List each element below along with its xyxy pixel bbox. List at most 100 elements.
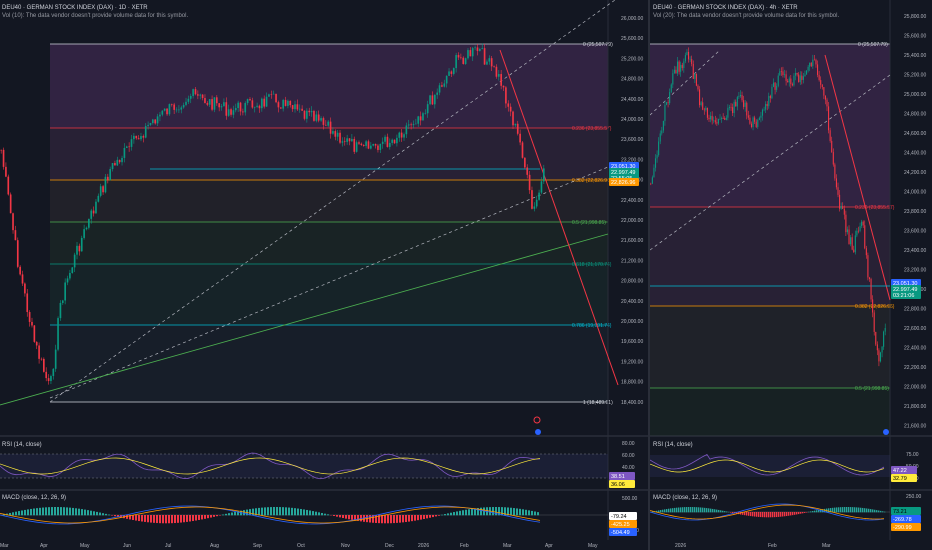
right-chart-canvas[interactable]: 0 (25,507.79) 0.236 (23,855.57) 0.382 (22,…	[650, 0, 932, 550]
macd-histogram-bar	[866, 508, 868, 513]
macd-histogram-bar	[740, 512, 742, 515]
macd-histogram-bar	[672, 508, 674, 513]
macd-histogram-bar	[525, 509, 527, 516]
macd-histogram-bar	[312, 511, 314, 516]
left-candle	[189, 95, 192, 99]
left-candle	[308, 110, 311, 113]
macd-histogram-bar	[708, 508, 710, 513]
macd-histogram-bar	[884, 511, 886, 513]
macd-histogram-bar	[177, 515, 179, 523]
macd-histogram-bar	[676, 507, 678, 513]
time-tick: May	[80, 543, 90, 549]
price-tick: 20,800.00	[621, 279, 643, 285]
macd-histogram-bar	[840, 507, 842, 513]
macd-histogram-bar	[756, 512, 758, 517]
macd-histogram-bar	[694, 507, 696, 513]
left-candle	[410, 124, 412, 126]
macd-histogram-bar	[108, 514, 110, 516]
right-candle	[741, 94, 743, 101]
left-candle	[0, 149, 3, 151]
left-candle	[360, 143, 363, 145]
event-icon	[883, 429, 889, 435]
macd-histogram-bar	[39, 507, 41, 516]
macd-histogram-bar	[796, 512, 798, 515]
right-candle	[738, 96, 740, 98]
dashed-channel-line	[49, 166, 609, 399]
left-candle	[239, 102, 242, 112]
left-candle	[495, 66, 498, 77]
macd-histogram-bar	[273, 507, 275, 516]
macd-histogram-bar	[243, 510, 245, 516]
macd-histogram-bar	[150, 515, 152, 523]
left-candle	[206, 103, 209, 105]
right-candle	[719, 118, 721, 120]
left-candle	[405, 125, 408, 135]
macd-histogram-bar	[519, 508, 521, 516]
macd-histogram-bar	[261, 507, 263, 516]
left-candle	[12, 213, 14, 231]
macd-histogram-bar	[483, 507, 485, 516]
right-candle	[678, 61, 680, 72]
left-candle	[78, 245, 81, 252]
macd-histogram-bar	[309, 510, 311, 516]
macd-histogram-bar	[495, 507, 497, 516]
left-candle	[92, 210, 95, 214]
left-candle	[144, 126, 147, 138]
right-chart-panel[interactable]: 0 (25,507.79) 0.236 (23,855.57) 0.382 (22,…	[650, 0, 932, 550]
left-macd-title: MACD (close, 12, 26, 9)	[2, 495, 67, 501]
left-candle	[213, 97, 216, 110]
left-candle	[443, 83, 446, 87]
panel-divider[interactable]	[648, 0, 650, 550]
left-candle	[54, 349, 57, 369]
right-candle	[763, 109, 765, 111]
left-candle	[398, 132, 401, 138]
macd-badge: -290.99	[893, 525, 912, 531]
macd-histogram-bar	[750, 512, 752, 517]
left-candle	[348, 138, 351, 142]
left-candle	[452, 68, 455, 74]
macd-histogram-bar	[165, 515, 167, 524]
macd-histogram-bar	[856, 507, 858, 513]
right-candle	[793, 75, 795, 86]
macd-histogram-bar	[696, 507, 698, 513]
right-candle	[730, 106, 732, 108]
price-tick: 25,200.00	[904, 73, 926, 79]
macd-histogram-bar	[351, 515, 353, 520]
left-candle	[270, 94, 273, 95]
right-candle	[760, 115, 762, 118]
macd-histogram-bar	[219, 515, 221, 516]
left-chart-panel[interactable]: 0 (25,507.79) 0.236 (23,855.57) 0.382 (22,…	[0, 0, 648, 550]
macd-histogram-bar	[832, 507, 834, 513]
left-candle	[166, 108, 168, 115]
right-candle	[810, 62, 812, 67]
left-candle	[265, 96, 268, 107]
price-tick: 21,800.00	[904, 404, 926, 410]
left-candle	[118, 159, 121, 163]
macd-histogram-bar	[213, 515, 215, 517]
macd-histogram-bar	[408, 515, 410, 522]
left-candle	[225, 102, 228, 116]
left-candle	[488, 58, 491, 62]
left-candle	[277, 102, 280, 108]
right-candle	[820, 80, 822, 85]
macd-signal-line	[0, 506, 541, 524]
macd-histogram-bar	[297, 508, 299, 516]
fib-zone	[50, 44, 608, 128]
right-candle	[851, 237, 853, 250]
right-rsi-title: RSI (14, close)	[653, 442, 693, 448]
left-candle	[334, 131, 337, 137]
macd-histogram-bar	[258, 507, 260, 516]
right-candle	[872, 299, 874, 313]
fib-zone	[50, 222, 608, 264]
left-candle	[526, 167, 529, 175]
left-candle	[481, 48, 484, 49]
left-candle	[336, 132, 339, 137]
right-candle	[853, 249, 855, 253]
right-candle	[876, 344, 878, 351]
macd-histogram-bar	[842, 507, 844, 513]
right-candle	[661, 130, 663, 134]
green-trendline	[0, 233, 609, 406]
left-candle	[384, 136, 386, 142]
left-chart-canvas[interactable]: 0 (25,507.79) 0.236 (23,855.57) 0.382 (22,…	[0, 0, 648, 550]
right-candle	[722, 117, 724, 119]
